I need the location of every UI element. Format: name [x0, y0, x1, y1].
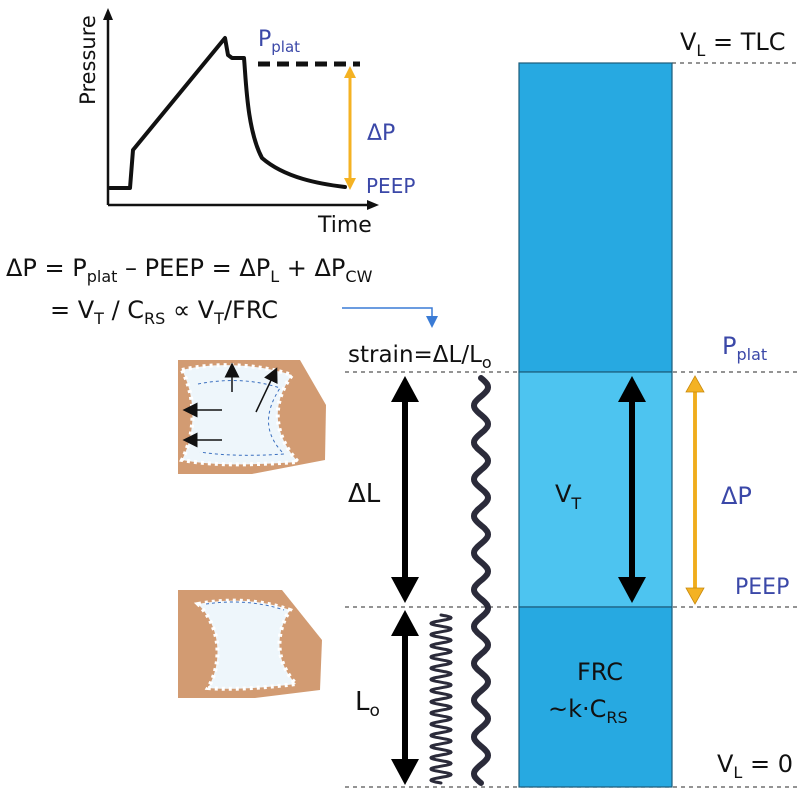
springs — [429, 375, 492, 786]
alveolus-lower-outline — [205, 601, 285, 611]
peep-label-top: PEEP — [366, 174, 415, 198]
zero-volume-label: VL = 0 — [717, 750, 793, 782]
equation-line-1: ΔP = Pplat – PEEP = ΔPL + ΔPCW — [6, 254, 373, 286]
pressure-axis-label: Pressure — [76, 15, 100, 105]
alveolus-lower-lumen — [193, 598, 301, 691]
equation-line-2: = VT / CRS ∝ VT/FRC — [50, 296, 278, 328]
strain-label: strain=ΔL/Lo — [348, 342, 492, 372]
column-frc-segment — [518, 606, 673, 788]
equation-pointer-arrow — [342, 307, 438, 328]
alveolus-upper-baseline — [197, 380, 286, 456]
delta-p-arrowhead-down — [344, 178, 356, 190]
delta-p-label-top: ΔP — [367, 121, 395, 146]
right-annotation: Pplat ΔP PEEP VL = TLC VL = 0 — [680, 28, 793, 782]
lo-label: Lo — [355, 687, 380, 721]
vt-arrowhead-down — [618, 577, 646, 603]
pressure-time-chart: Pressure Time Pplat ΔP PEEP — [76, 8, 415, 238]
time-axis-label: Time — [317, 213, 372, 238]
delta-p-label-right: ΔP — [721, 482, 752, 510]
tlc-label: VL = TLC — [680, 28, 786, 60]
pplat-label-right: Pplat — [722, 332, 767, 364]
alveolus-inflated-icon — [178, 360, 326, 474]
pressure-axis-arrowhead — [103, 8, 113, 20]
pressure-waveform — [108, 36, 347, 190]
relaxed-spring-icon — [429, 613, 453, 785]
volume-column: VT FRC ~k·CRS — [518, 62, 673, 788]
delta-p-arrowhead-up — [344, 66, 356, 78]
lo-arrowhead-up — [391, 610, 419, 636]
vt-arrowhead-up — [618, 376, 646, 402]
delta-l-arrowhead-up — [391, 376, 419, 402]
delta-p-large-arrowhead-up — [685, 375, 705, 393]
lo-arrowhead-down — [391, 759, 419, 785]
alveolus-relaxed-icon — [178, 590, 322, 698]
delta-l-label: ΔL — [348, 479, 381, 509]
column-tidal-segment — [518, 371, 673, 608]
pplat-label-top: Pplat — [258, 27, 300, 56]
stretched-spring-icon — [470, 375, 492, 786]
strain-arrows: ΔL Lo — [348, 376, 419, 785]
delta-l-arrowhead-down — [391, 577, 419, 603]
frc-label: FRC — [577, 658, 623, 686]
equation-block: ΔP = Pplat – PEEP = ΔPL + ΔPCW = VT / CR… — [6, 254, 438, 328]
vt-label: VT — [555, 480, 581, 513]
expand-arrow-3 — [255, 367, 278, 413]
column-top-segment — [518, 62, 673, 373]
time-axis-arrowhead — [367, 200, 379, 210]
delta-p-large-arrowhead-down — [685, 587, 705, 605]
frc-crs-label: ~k·CRS — [548, 695, 628, 727]
peep-label-right: PEEP — [735, 575, 789, 600]
